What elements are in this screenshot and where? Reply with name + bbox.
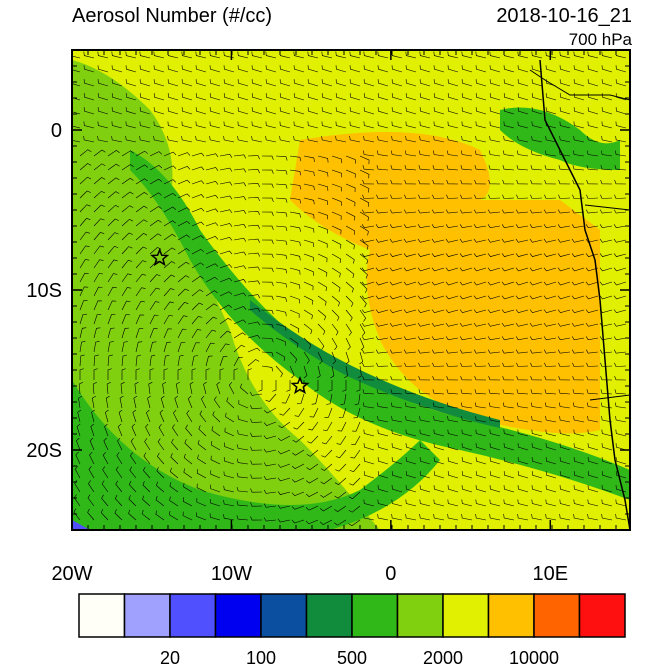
colorbar-swatch bbox=[442, 593, 490, 638]
field-band bbox=[130, 150, 630, 500]
colorbar: 20 100 500 2000 10000 bbox=[78, 593, 626, 668]
colorbar-swatch bbox=[351, 593, 399, 638]
field-south bbox=[72, 380, 440, 530]
site-marker bbox=[150, 247, 170, 267]
colorbar-label: 20 bbox=[160, 648, 180, 667]
coastline bbox=[539, 59, 630, 530]
colorbar-swatch bbox=[260, 593, 308, 638]
colorbar-swatch bbox=[487, 593, 535, 638]
colorbar-swatch bbox=[123, 593, 171, 638]
x-tick-label: 10W bbox=[211, 563, 252, 585]
x-tick-label: 10E bbox=[532, 563, 568, 585]
colorbar-swatch bbox=[305, 593, 353, 638]
colorbar-swatch bbox=[396, 593, 444, 638]
colorbar-swatch bbox=[214, 593, 262, 638]
wind-barbs bbox=[72, 51, 627, 527]
y-tick-label: 0 bbox=[51, 120, 62, 142]
timestamp: 2018-10-16_21 bbox=[496, 5, 632, 27]
colorbar-swatch bbox=[578, 593, 626, 638]
colorbar-swatch bbox=[169, 593, 217, 638]
site-marker bbox=[290, 375, 310, 395]
colorbar-label: 2000 bbox=[423, 648, 463, 667]
colorbar-swatch bbox=[533, 593, 581, 638]
colorbar-label: 10000 bbox=[509, 648, 559, 667]
colorbar-swatch bbox=[78, 593, 126, 638]
colorbar-label: 500 bbox=[337, 648, 367, 667]
map-title: Aerosol Number (#/cc) bbox=[72, 5, 272, 27]
y-tick-label: 20S bbox=[26, 440, 62, 462]
x-tick-label: 20W bbox=[51, 563, 92, 585]
pressure-level: 700 hPa bbox=[569, 30, 633, 49]
field-blue-corner bbox=[72, 520, 90, 530]
borders bbox=[529, 69, 630, 401]
field-orange bbox=[290, 132, 600, 434]
colorbar-label: 100 bbox=[246, 648, 276, 667]
x-tick-label: 0 bbox=[385, 563, 396, 585]
field-band-dark bbox=[250, 300, 500, 428]
aerosol-field bbox=[72, 50, 630, 530]
axes: 20W 10W 0 10E 0 10S 20S bbox=[26, 49, 630, 585]
y-tick-label: 10S bbox=[26, 280, 62, 302]
